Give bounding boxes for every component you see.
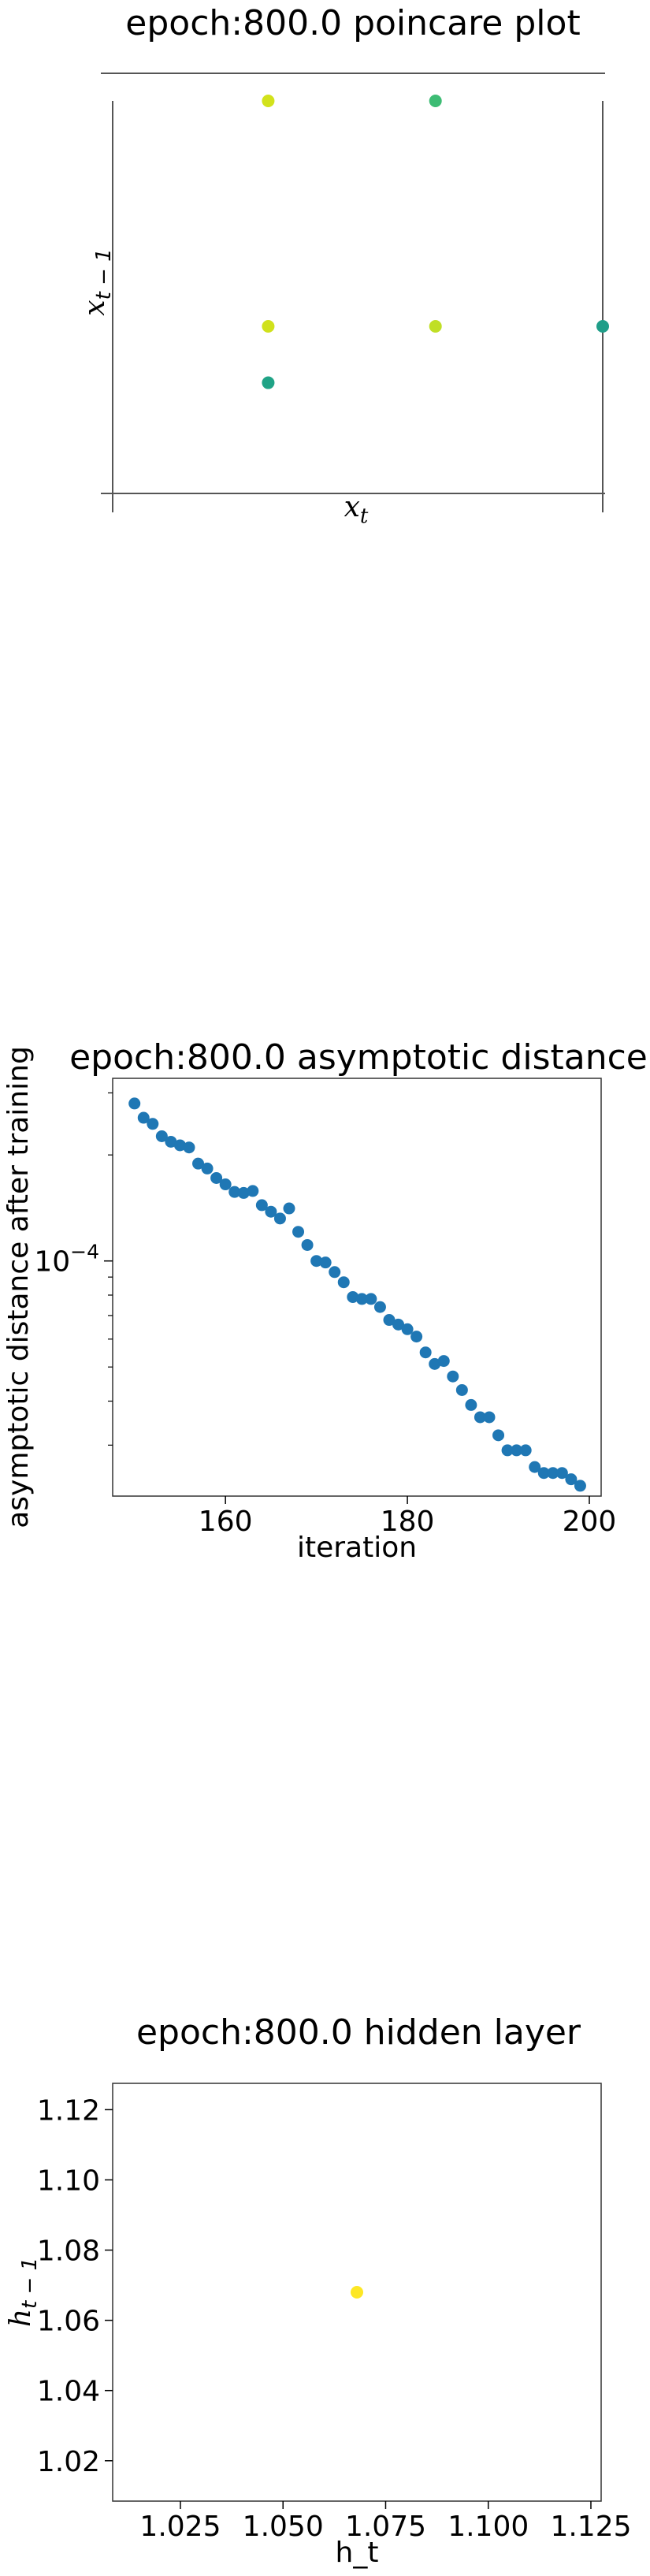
asymptotic-point — [192, 1157, 205, 1170]
asymptotic-point — [237, 1186, 250, 1199]
hidden-points — [351, 2286, 363, 2299]
asymptotic-point — [273, 1212, 286, 1225]
asymptotic-point — [555, 1467, 568, 1480]
asymptotic-point — [465, 1398, 477, 1411]
asymptotic-point — [511, 1444, 523, 1457]
asymptotic-point — [437, 1355, 450, 1368]
asymptotic-point — [155, 1130, 168, 1142]
asymptotic-point — [228, 1186, 241, 1198]
asymptotic-point — [392, 1318, 405, 1331]
x-tick-label: 1.075 — [345, 2511, 426, 2543]
poincare-point — [596, 320, 609, 333]
svg-text:10−4: 10−4 — [34, 1241, 99, 1279]
asymptotic-point — [355, 1293, 368, 1305]
poincare-title: epoch:800.0 poincare plot — [125, 3, 580, 43]
asymptotic-point — [210, 1171, 223, 1184]
x-tick-label: 160 — [199, 1506, 253, 1538]
hidden-layer-chart: epoch:800.0 hidden layer 1.021.041.061.0… — [5, 2012, 632, 2569]
x-tick-label: 1.050 — [243, 2511, 324, 2543]
poincare-point — [262, 320, 275, 333]
asymptotic-chart: epoch:800.0 asymptotic distance 160 180 20… — [2, 1037, 648, 1564]
asymptotic-point — [247, 1185, 259, 1197]
asymptotic-point — [455, 1383, 468, 1396]
asymptotic-point — [373, 1301, 386, 1313]
asymptotic-point — [474, 1411, 486, 1424]
asymptotic-y-minor-ticks — [108, 1092, 113, 1446]
poincare-points — [262, 95, 609, 389]
asymptotic-point — [128, 1097, 141, 1110]
poincare-xlabel: xt — [344, 491, 369, 528]
y-tick-label: 1.06 — [37, 2306, 100, 2338]
asymptotic-point — [501, 1444, 514, 1457]
asymptotic-point — [165, 1135, 177, 1148]
asymptotic-point — [347, 1290, 359, 1303]
asymptotic-point — [383, 1314, 396, 1327]
x-tick-label: 1.025 — [139, 2511, 221, 2543]
asymptotic-point — [137, 1111, 150, 1124]
asymptotic-point — [337, 1276, 350, 1289]
poincare-point — [262, 95, 275, 107]
asymptotic-point — [147, 1118, 159, 1130]
x-tick-label: 180 — [381, 1506, 435, 1538]
hidden-title: epoch:800.0 hidden layer — [136, 2012, 581, 2053]
asymptotic-point — [447, 1370, 459, 1383]
asymptotic-point — [529, 1461, 541, 1473]
asymptotic-point — [283, 1202, 295, 1215]
asymptotic-point — [292, 1226, 305, 1238]
asymptotic-point — [310, 1255, 323, 1268]
hidden-ylabel: ht − 1 — [5, 2258, 42, 2327]
asymptotic-axes-frame — [112, 1078, 602, 1497]
asymptotic-point — [365, 1293, 377, 1305]
asymptotic-point — [255, 1199, 268, 1212]
asymptotic-x-ticks: 160 180 200 — [199, 1496, 617, 1538]
hidden-x-ticks: 1.025 1.050 1.075 1.100 1.125 — [139, 2501, 632, 2543]
asymptotic-point — [219, 1178, 232, 1191]
asymptotic-point — [319, 1256, 332, 1269]
asymptotic-point — [519, 1444, 532, 1457]
poincare-chart: epoch:800.0 poincare plot xt xt − 1 — [79, 3, 609, 528]
asymptotic-point — [401, 1323, 414, 1335]
asymptotic-point — [265, 1205, 277, 1218]
asymptotic-point — [547, 1467, 559, 1480]
y-tick-label: 1.04 — [37, 2376, 100, 2408]
y-tick-label: 1.08 — [37, 2235, 100, 2268]
asymptotic-title: epoch:800.0 asymptotic distance — [69, 1037, 648, 1078]
asymptotic-point — [183, 1141, 195, 1154]
asymptotic-point — [429, 1357, 441, 1370]
x-tick-label: 1.100 — [448, 2511, 529, 2543]
hidden-axes-frame — [112, 2083, 602, 2502]
poincare-point — [429, 320, 442, 333]
poincare-ylabel: xt − 1 — [79, 248, 116, 315]
poincare-point — [429, 95, 442, 107]
hidden-xlabel: h_t — [336, 2537, 379, 2569]
asymptotic-point — [410, 1331, 423, 1343]
hidden-point — [351, 2286, 363, 2299]
asymptotic-point — [173, 1139, 186, 1152]
asymptotic-xlabel: iteration — [297, 1532, 417, 1564]
asymptotic-points — [128, 1097, 586, 1492]
x-tick-label: 200 — [563, 1506, 617, 1538]
asymptotic-y-major-tick: 10−4 — [34, 1241, 113, 1279]
asymptotic-point — [537, 1467, 550, 1480]
hidden-y-ticks: 1.02 1.04 1.06 1.08 1.10 1.12 — [37, 2094, 113, 2478]
asymptotic-point — [483, 1411, 496, 1424]
y-tick-label: 1.02 — [37, 2446, 100, 2478]
asymptotic-point — [329, 1266, 341, 1279]
poincare-point — [262, 376, 275, 389]
x-tick-label: 1.125 — [550, 2511, 631, 2543]
asymptotic-point — [492, 1429, 505, 1442]
asymptotic-point — [419, 1346, 432, 1359]
y-tick-label: 1.10 — [37, 2165, 100, 2197]
asymptotic-ylabel: asymptotic distance after training — [2, 1046, 35, 1528]
asymptotic-point — [565, 1473, 578, 1486]
asymptotic-point — [201, 1162, 214, 1174]
asymptotic-point — [574, 1480, 586, 1492]
asymptotic-point — [301, 1238, 314, 1251]
y-tick-label: 1.12 — [37, 2094, 100, 2127]
